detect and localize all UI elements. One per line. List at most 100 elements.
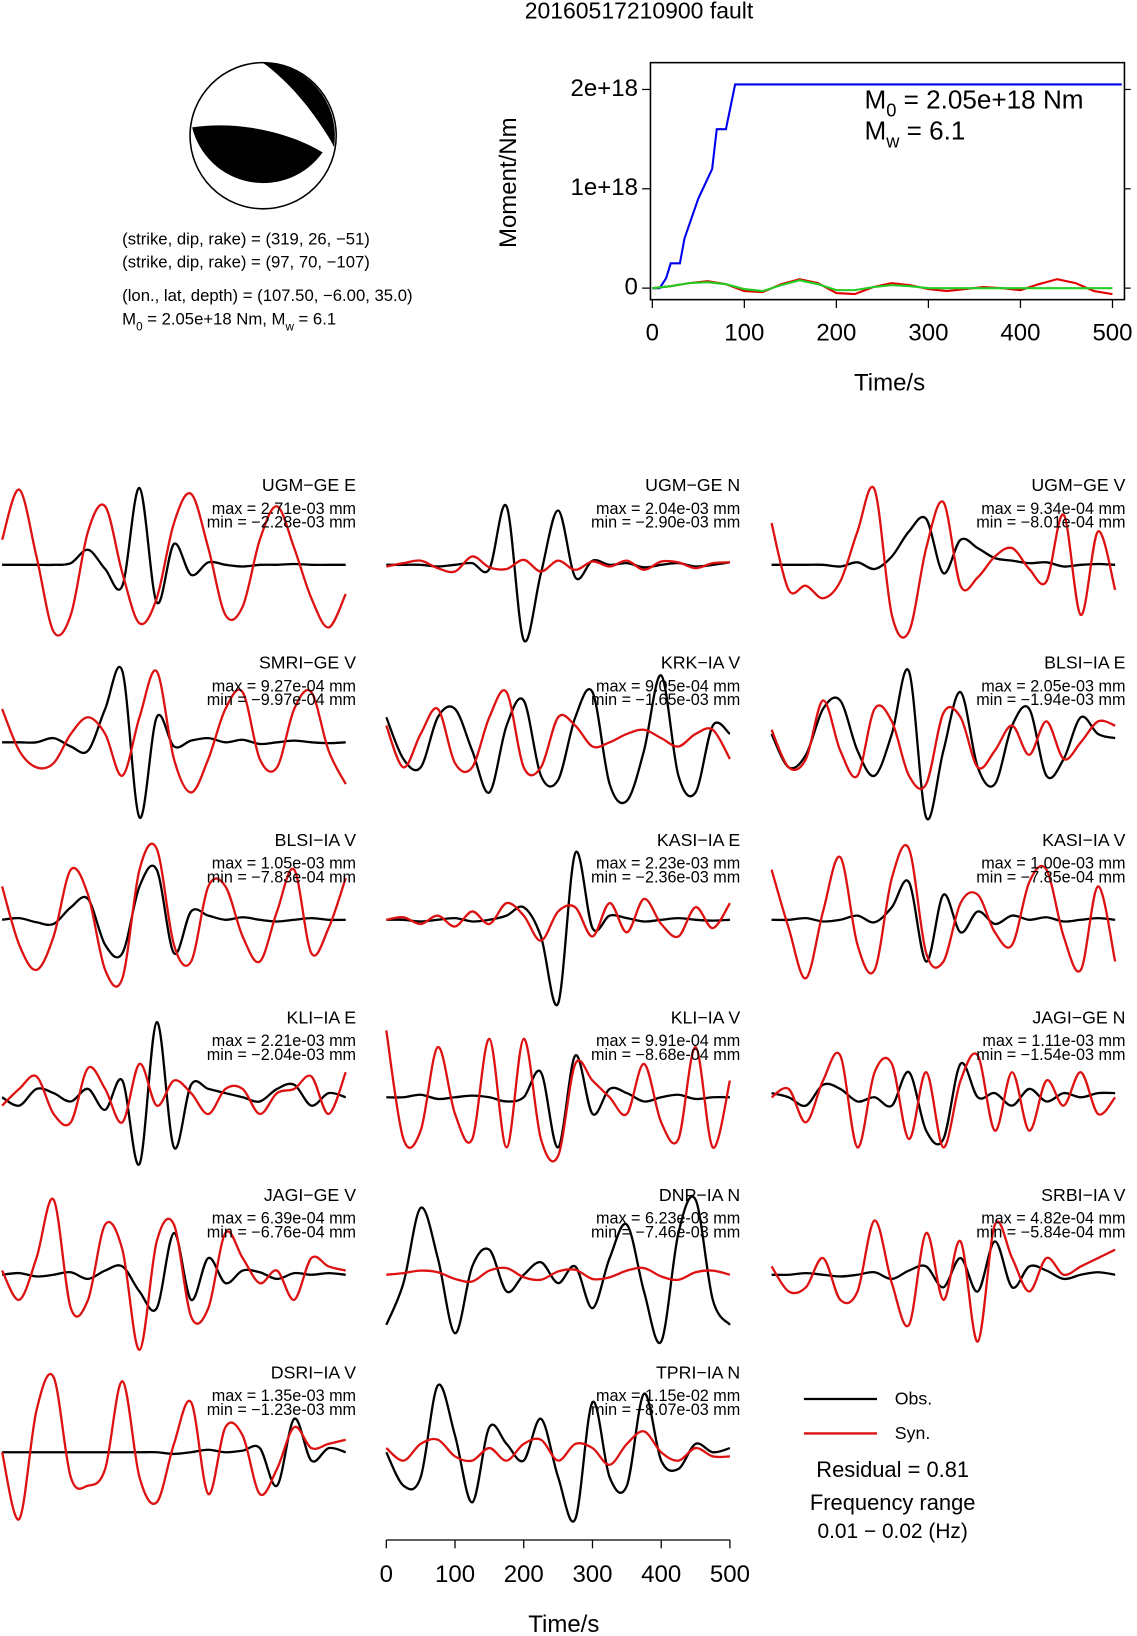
x-tick-label: 200 [816,319,856,346]
min-label: min = −2.04e-03 mm [207,1046,356,1064]
observed-trace [771,1240,1116,1293]
station-label: UGM−GE V [1031,475,1125,495]
observed-trace [771,879,1116,963]
station-label: SMRI−GE V [259,653,356,673]
min-label: min = −1.23e-03 mm [207,1401,356,1419]
synthetic-trace [385,689,731,777]
station-label: DNP−IA N [659,1185,740,1205]
min-label: min = −1.54e-03 mm [976,1046,1125,1064]
text-part: = 6.1 [294,310,336,329]
x-tick-label: 400 [641,1561,681,1588]
moment-annotation: Mw = 6.1 [864,115,965,151]
synthetic-trace [1,1062,347,1127]
x-tick-label: 300 [572,1561,612,1588]
synthetic-trace [385,1030,732,1163]
max-label: max = 1.05e-03 mm [212,855,356,873]
min-label: min = −1.94e-03 mm [976,691,1125,709]
observed-trace [1,1231,346,1312]
observed-trace [385,1383,731,1523]
legend-label: Obs. [895,1389,932,1409]
max-label: max = 1.35e-03 mm [212,1387,356,1405]
moment-annotation: M0 = 2.05e+18 Nm [864,84,1083,120]
min-label: min = −5.84e-04 mm [976,1223,1125,1241]
x-tick-label: 200 [504,1561,544,1588]
residual: Residual = 0.81 [816,1457,969,1482]
x-axis-label: Time/s [528,1611,599,1636]
x-tick-label: 400 [1000,319,1040,346]
synthetic-trace [386,1266,731,1283]
moment-rate-line [652,279,1113,293]
min-label: min = −7.46e-03 mm [591,1223,740,1241]
observed-trace [385,674,731,805]
plot-frame [649,61,1126,301]
legend-label: Syn. [895,1423,931,1443]
max-label: max = 9.91e-04 mm [596,1032,740,1050]
observed-trace [385,1195,731,1345]
station-label: BLSI−IA V [275,830,357,850]
text-part: = 2.05e+18 Nm [896,84,1083,114]
text-part: M [864,115,886,145]
y-tick-label: 2e+18 [571,75,638,102]
min-label: min = −2.28e-03 mm [207,513,356,531]
max-label: max = 1.15e-02 mm [596,1387,740,1405]
y-tick-label: 0 [625,273,638,300]
frequency-range: 0.01 − 0.02 (Hz) [818,1520,968,1543]
mechanism-text: (strike, dip, rake) = (319, 26, −51) (str… [122,230,412,305]
max-label: max = 1.11e-03 mm [982,1032,1125,1050]
min-label: min = −6.76e-04 mm [207,1223,356,1241]
moment-line [652,83,1122,290]
beachball [189,61,337,210]
observed-trace [771,1061,1116,1146]
y-tick-label: 1e+18 [571,174,638,201]
station-label: TPRI−IA N [656,1363,740,1383]
min-label: min = −8.07e-03 mm [591,1401,740,1419]
synthetic-trace [1,842,347,988]
observed-trace [2,486,346,605]
observed-trace [1,864,346,959]
synthetic-trace [386,897,731,942]
observed-trace [386,850,730,1007]
synthetic-trace [770,485,1117,639]
synthetic-trace [770,1051,1117,1149]
station-label: JAGI−GE V [264,1185,356,1205]
station-label: UGM−GE E [262,475,356,495]
x-tick-label: 0 [380,1561,393,1588]
observed-trace [386,1054,730,1149]
station-label: BLSI−IA E [1044,653,1126,673]
min-label: min = −1.65e-03 mm [591,691,740,709]
synthetic-trace [770,699,1116,790]
station-label: KLI−IA V [671,1008,741,1028]
frequency-label: Frequency range [810,1490,976,1515]
synthetic-trace [1,488,347,637]
mechanism-line: (strike, dip, rake) = (319, 26, −51) [122,230,370,249]
text-part: w [284,320,294,333]
observed-trace [386,503,731,643]
max-label: max = 6.39e-04 mm [212,1210,356,1228]
max-label: max = 9.34e-04 mm [981,500,1125,518]
x-tick-label: 500 [1092,319,1132,346]
text-part: = 6.1 [899,115,965,145]
synthetic-trace [770,1219,1116,1343]
max-label: max = 6.23e-03 mm [596,1210,740,1228]
text-part: 0 [136,320,143,333]
min-label: min = −7.83e-04 mm [207,868,356,886]
text-part: = 2.05e+18 Nm, M [143,310,286,329]
min-label: min = −2.36e-03 mm [591,868,740,886]
max-label: max = 2.21e-03 mm [212,1032,356,1050]
station-label: KLI−IA E [287,1008,357,1028]
x-tick-label: 500 [710,1561,750,1588]
station-label: SRBI−IA V [1041,1185,1125,1205]
max-label: max = 1.00e-03 mm [981,855,1125,873]
